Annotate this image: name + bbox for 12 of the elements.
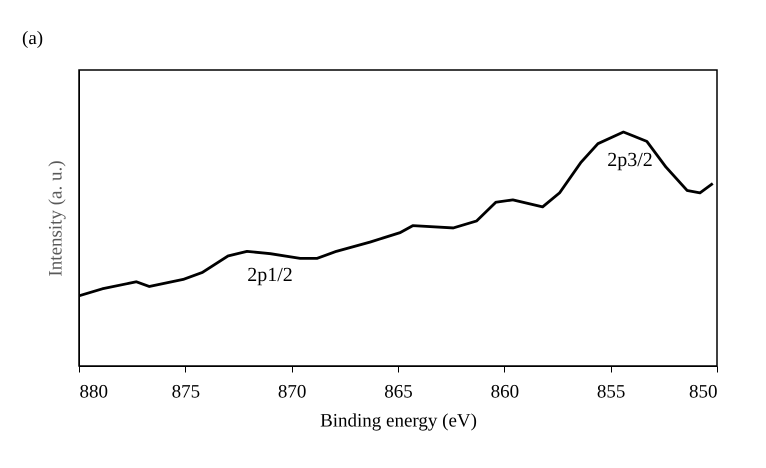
x-tick-label: 870	[278, 382, 306, 402]
x-tick-label: 860	[490, 382, 520, 402]
x-tick-label: 880	[80, 382, 108, 402]
x-tick-label: 875	[172, 382, 200, 402]
chart-title: (a)	[22, 28, 44, 49]
x-tick-label: 865	[384, 382, 413, 402]
annotation: 2p3/2	[607, 149, 653, 171]
x-tick-label: 850	[689, 382, 718, 402]
x-tick-label: 855	[596, 382, 626, 402]
x-axis-title: Binding energy (eV)	[320, 410, 477, 432]
y-axis-title: Intensity (a. u.)	[46, 160, 66, 277]
annotation: 2p1/2	[247, 264, 293, 286]
